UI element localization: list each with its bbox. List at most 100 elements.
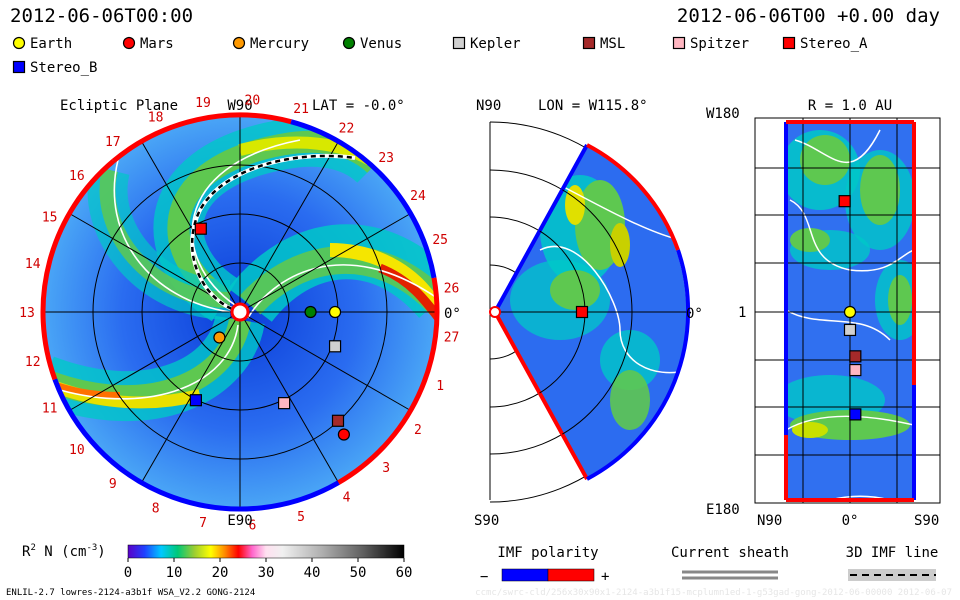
ecliptic-ring-segment-1 — [290, 119, 437, 279]
legend-label-msl: MSL — [600, 36, 625, 52]
colorbar-tick-30: 30 — [258, 565, 275, 581]
meridional-top-label: N90 — [476, 98, 501, 114]
carrington-tick-11: 11 — [42, 402, 58, 417]
carrington-tick-6: 6 — [248, 519, 256, 534]
carrington-tick-10: 10 — [69, 443, 85, 458]
carrington-tick-27: 27 — [444, 331, 460, 346]
legend-label-stereo-a: Stereo_A — [800, 36, 868, 52]
carrington-tick-25: 25 — [432, 233, 448, 248]
ecliptic-marker-mars — [337, 428, 350, 441]
carrington-tick-14: 14 — [25, 257, 41, 272]
map-marker-earth — [843, 305, 857, 319]
imf-polarity-plus: + — [601, 569, 609, 585]
sun-icon — [230, 302, 250, 322]
carrington-tick-8: 8 — [152, 502, 160, 517]
meridional-polarity-rim-lower — [493, 311, 589, 480]
meridional-density-field — [510, 175, 687, 430]
legend-swatch-mercury — [232, 36, 246, 50]
map-y-mid-label: 1 — [738, 305, 746, 321]
colorbar-tick-0: 0 — [124, 565, 132, 581]
map-y-bottom-label: E180 — [706, 502, 740, 518]
ecliptic-bottom-label: E90 — [227, 513, 252, 529]
legend-label-spitzer: Spitzer — [690, 36, 749, 52]
imf-polarity-negative-swatch — [501, 568, 549, 582]
colorbar-gradient — [127, 544, 405, 559]
map-x-label-south: S90 — [914, 513, 939, 529]
ecliptic-top-label: W90 — [227, 98, 252, 114]
carrington-tick-15: 15 — [42, 210, 58, 225]
ecliptic-marker-venus — [304, 305, 317, 319]
carrington-tick-5: 5 — [297, 510, 305, 525]
imf-polarity-positive-swatch — [547, 568, 595, 582]
legend-swatch-venus — [342, 36, 356, 50]
meridional-polarity-rim-outer-red — [586, 143, 680, 251]
ecliptic-panel: Ecliptic Plane W90 LAT = -0.0° — [19, 93, 461, 533]
legend-swatch-stereo-a — [782, 36, 796, 50]
ecliptic-ring-segment-2 — [111, 112, 292, 164]
ecliptic-objects — [189, 222, 350, 441]
meridional-polarity-rim-outer-blue — [586, 249, 691, 481]
map-marker-spitzer — [849, 363, 862, 377]
carrington-tick-13: 13 — [19, 306, 35, 321]
carrington-tick-1: 1 — [436, 379, 444, 394]
carrington-tick-3: 3 — [382, 461, 390, 476]
ecliptic-lat-label: LAT = -0.0° — [312, 98, 405, 114]
map-marker-stereo-a — [838, 195, 851, 208]
legend-label-venus: Venus — [360, 36, 402, 52]
ecliptic-polarity-ring — [40, 112, 440, 512]
imf-3d-key: 3D IMF line — [846, 545, 939, 581]
colorbar-tick-20: 20 — [212, 565, 229, 581]
legend-swatch-stereo-b — [12, 60, 26, 74]
meridional-polarity-rim-left — [493, 144, 589, 313]
carrington-tick-22: 22 — [339, 122, 355, 137]
carrington-tick-2: 2 — [414, 423, 422, 438]
carrington-tick-9: 9 — [109, 477, 117, 492]
object-legend: Earth Mars Mercury Venus Kepler MSL Spitzer Ste… — [12, 36, 868, 76]
carrington-tick-24: 24 — [410, 189, 426, 204]
carrington-tick-4: 4 — [343, 490, 351, 505]
ecliptic-ring-segment-3 — [40, 159, 115, 381]
imf-3d-label: 3D IMF line — [846, 545, 939, 561]
ecliptic-ring-segment-4 — [52, 378, 340, 512]
legend-swatch-kepler — [452, 36, 466, 50]
legend-swatch-mars — [122, 36, 136, 50]
legend-swatch-msl — [582, 36, 596, 50]
meridional-right-label: 0° — [686, 306, 703, 322]
legend-label-stereo-b: Stereo_B — [30, 60, 97, 76]
latlon-map-panel: R = 1.0 AU W180 1 E180 N90 0° S90 — [706, 98, 941, 529]
map-marker-msl — [849, 350, 862, 363]
imf-polarity-key: IMF polarity − + — [480, 545, 609, 585]
ecliptic-ring-segment-0 — [337, 277, 440, 485]
ecliptic-marker-earth — [328, 305, 342, 319]
legend-label-earth: Earth — [30, 36, 72, 52]
carrington-tick-20: 20 — [245, 93, 261, 108]
ecliptic-title: Ecliptic Plane — [60, 98, 178, 114]
colorbar-tick-10: 10 — [166, 565, 183, 581]
current-sheath-key: Current sheath — [671, 545, 789, 580]
meridional-marker-stereo-a — [575, 305, 589, 319]
map-x-label-zero: 0° — [842, 513, 859, 529]
imf-3d-line-dashes — [190, 154, 356, 314]
legend-swatch-earth — [12, 36, 26, 50]
ecliptic-right-label: 0° — [444, 306, 461, 322]
imf-polarity-minus: − — [480, 569, 488, 585]
ecliptic-marker-msl — [331, 414, 345, 427]
colorbar-tick-50: 50 — [350, 565, 367, 581]
carrington-tick-21: 21 — [293, 102, 309, 117]
footer-left: ENLIL-2.7 lowres-2124-a3b1f WSA_V2.2 GON… — [6, 588, 255, 598]
colorbar-ticks: 0 10 20 30 40 50 60 — [124, 558, 412, 581]
map-r-label: R = 1.0 AU — [808, 98, 892, 114]
colorbar: R2 N (cm-3) 0 10 20 30 40 50 60 — [22, 543, 412, 581]
meridional-bottom-label: S90 — [474, 513, 499, 529]
carrington-tick-18: 18 — [148, 110, 164, 125]
header-date-left: 2012-06-06T00:00 — [10, 5, 193, 27]
map-marker-stereo-b — [849, 408, 862, 421]
ecliptic-marker-kepler — [328, 340, 342, 353]
meridional-panel: N90 LON = W115.8° — [474, 98, 703, 529]
carrington-tick-23: 23 — [378, 151, 394, 166]
ecliptic-marker-stereo-b — [189, 394, 202, 407]
carrington-tick-19: 19 — [195, 96, 211, 111]
meridional-objects — [575, 305, 589, 319]
footer-right: ccmc/swrc-cld/256x30x90x1-2124-a3b1f15-m… — [475, 588, 952, 598]
